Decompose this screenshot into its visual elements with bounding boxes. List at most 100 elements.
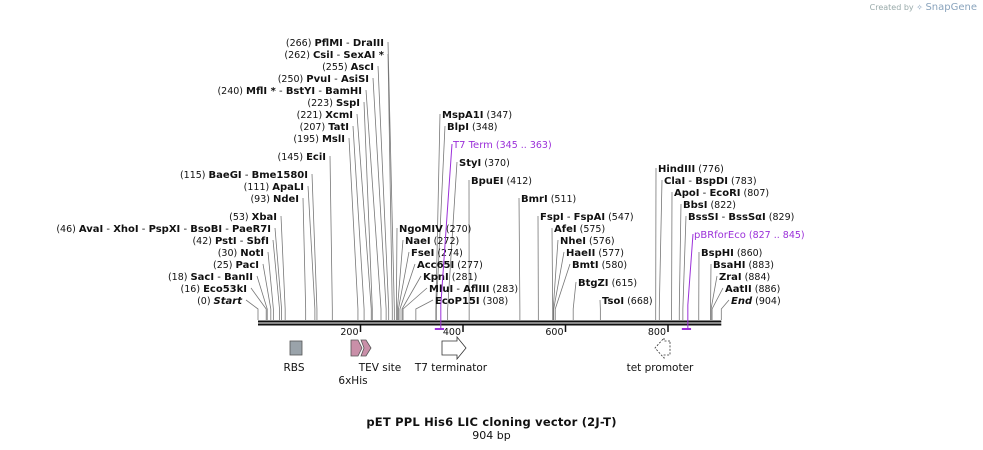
site-connector xyxy=(250,287,267,320)
enzyme-name: FspI xyxy=(540,212,564,223)
enzyme-name: BstYI xyxy=(286,86,315,97)
site-connector xyxy=(402,287,428,320)
site-connector xyxy=(387,41,395,320)
site-label-blpi: BlpI (348) xyxy=(447,122,498,133)
site-connector xyxy=(435,113,441,320)
enzyme-name: Acc65I xyxy=(417,260,454,271)
site-connector xyxy=(352,125,365,320)
site-position: (807) xyxy=(741,188,770,199)
name-separator: - xyxy=(718,212,728,223)
name-separator: - xyxy=(103,224,113,235)
site-connector xyxy=(710,275,718,320)
enzyme-name: EcoP15I xyxy=(435,296,480,307)
feature-label-rbs: RBS xyxy=(284,362,305,374)
enzyme-name: BtgZI xyxy=(578,278,609,289)
enzyme-name: AatII xyxy=(725,284,752,295)
tet-promoter-arrow xyxy=(654,336,671,360)
site-label-acc65i: Acc65I (277) xyxy=(417,260,483,271)
site-position: (115) xyxy=(180,170,209,181)
enzyme-name: XcmI xyxy=(325,110,353,121)
enzyme-name: PvuI xyxy=(306,74,331,85)
enzyme-name: ApaLI xyxy=(272,182,304,193)
site-connector xyxy=(720,299,730,320)
primer-connector xyxy=(440,143,453,329)
site-position: (668) xyxy=(624,296,653,307)
enzyme-name: HindIII xyxy=(658,164,695,175)
enzyme-name: BanII xyxy=(224,272,253,283)
site-position: (347) xyxy=(483,110,512,121)
enzyme-name: AfeI xyxy=(554,224,577,235)
site-label-kpni: KpnI (281) xyxy=(423,272,477,283)
site-position: (240) xyxy=(217,86,246,97)
enzyme-name: NdeI xyxy=(273,194,299,205)
site-label-apali: (111) ApaLI xyxy=(244,182,304,193)
site-position: (783) xyxy=(728,176,757,187)
site-position: (223) xyxy=(307,98,336,109)
site-connector xyxy=(348,137,359,320)
site-connector xyxy=(552,239,559,320)
site-label-apoi: ApoI - EcoRI (807) xyxy=(674,188,769,199)
enzyme-name: BbsI xyxy=(683,200,707,211)
primer-range: (827 .. 845) xyxy=(746,230,805,241)
site-position: (221) xyxy=(297,110,326,121)
rbs-box xyxy=(289,340,303,356)
enzyme-name: PstI xyxy=(215,236,237,247)
ruler: 200 400 600 800 xyxy=(340,325,669,338)
site-connector xyxy=(553,251,565,320)
site-label-mspa1i: MspA1I (347) xyxy=(442,110,512,121)
enzyme-name: PacI xyxy=(236,260,259,271)
name-separator: - xyxy=(333,50,343,61)
enzyme-name: SexAI * xyxy=(343,50,384,61)
site-label-bsahi: BsaHI (883) xyxy=(713,260,774,271)
site-label-fspi: FspI - FspAI (547) xyxy=(540,212,634,223)
site-connector xyxy=(447,161,458,320)
site-position: (277) xyxy=(454,260,483,271)
enzyme-name: MslI xyxy=(322,134,345,145)
site-connector xyxy=(267,251,274,320)
site-position: (53) xyxy=(229,212,252,223)
site-connector xyxy=(399,263,416,320)
brand-prefix: Created by xyxy=(869,3,914,12)
enzyme-name: BspDI xyxy=(695,176,728,187)
name-separator: - xyxy=(222,224,232,235)
site-label-xcmi: (221) XcmI xyxy=(297,110,353,121)
enzyme-name: BssSI xyxy=(688,212,718,223)
site-label-asci: (255) AscI xyxy=(322,62,374,73)
site-label-tsoi: TsoI (668) xyxy=(602,296,653,307)
site-connector xyxy=(518,197,521,320)
site-position: (250) xyxy=(278,74,307,85)
site-label-bpuei: BpuEI (412) xyxy=(471,176,532,187)
plasmid-length: 904 bp xyxy=(472,429,511,442)
site-connector xyxy=(682,215,687,320)
site-label-clai: ClaI - BspDI (783) xyxy=(664,176,757,187)
name-separator: - xyxy=(685,176,695,187)
name-separator: - xyxy=(700,188,710,199)
site-position: (266) xyxy=(286,38,315,49)
enzyme-name: XhoI xyxy=(113,224,138,235)
site-label-sspi: (223) SspI xyxy=(307,98,360,109)
tev-site-arrow xyxy=(360,339,372,357)
site-position: (822) xyxy=(707,200,736,211)
primer-name: pBRforEco xyxy=(694,230,746,241)
name-separator: - xyxy=(237,236,247,247)
enzyme-name: MflI * xyxy=(246,86,277,97)
site-connector xyxy=(396,239,404,320)
site-label-haeii: HaeII (577) xyxy=(566,248,624,259)
name-separator: - xyxy=(214,272,224,283)
site-connector xyxy=(401,275,422,320)
site-label-start: (0) Start xyxy=(197,296,243,307)
site-position: (370) xyxy=(481,158,510,169)
site-position: (412) xyxy=(503,176,532,187)
site-label-xbai: (53) XbaI xyxy=(229,212,277,223)
site-label-naei: NaeI (272) xyxy=(405,236,459,247)
site-label-pflmi: (266) PflMI - DraIII xyxy=(286,38,384,49)
name-separator: - xyxy=(139,224,149,235)
name-separator: - xyxy=(315,86,325,97)
primer-label-t7-term: T7 Term (345 .. 363) xyxy=(452,140,552,151)
dna-backbone xyxy=(258,320,722,326)
t7-terminator-arrow xyxy=(441,335,467,361)
site-connector xyxy=(311,173,318,320)
site-label-bsssi: BssSI - BssSαI (829) xyxy=(688,212,794,223)
site-position: (207) xyxy=(300,122,329,133)
